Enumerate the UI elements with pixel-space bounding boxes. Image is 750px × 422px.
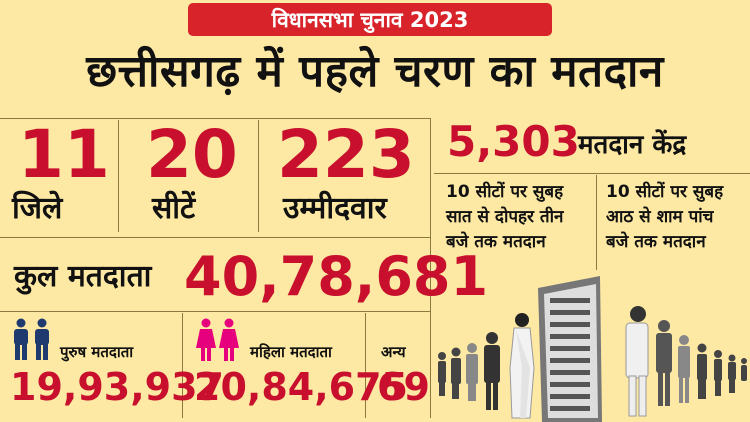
headline: छत्तीसगढ़ में पहले चरण का मतदान [86,46,664,97]
divider-schedule [596,175,597,270]
evm-machine-icon [538,276,602,422]
schedule-first: 10 सीटों पर सुबह सात से दोपहर तीन बजे तक… [446,180,563,255]
districts-label: जिले [12,191,63,226]
other-voters-label: अन्य [381,343,406,361]
schedule-second-line2: आठ से शाम पांच [606,207,714,227]
divider-v2 [258,120,259,232]
divider-right [430,118,431,418]
man-voter-figure [625,306,649,417]
total-voters-value: 40,78,681 [184,245,489,308]
schedule-first-line1: 10 सीटों पर सुबह [446,182,564,202]
candidates-label: उम्मीदवार [283,191,387,226]
schedule-first-line3: बजे तक मतदान [446,232,546,252]
election-badge: विधानसभा चुनाव 2023 [188,3,552,36]
candidates-count: 223 [277,116,415,193]
divider-b2 [365,313,366,418]
divider-v1 [118,120,119,232]
female-voters-label: महिला मतदाता [250,343,332,361]
schedule-second: 10 सीटों पर सुबह आठ से शाम पांच बजे तक म… [606,180,723,255]
male-voters-value: 19,93,937 [10,365,224,409]
seats-label: सीटें [152,191,196,226]
divider-centers [434,173,750,174]
divider-total-top [0,237,430,238]
schedule-second-line1: 10 सीटों पर सुबह [606,182,724,202]
polling-centers-label: मतदान केंद्र [578,130,687,160]
seats-count: 20 [146,116,238,193]
other-voters-value: 69 [377,365,430,409]
schedule-first-line2: सात से दोपहर तीन [446,207,564,227]
woman-voter-figure [509,313,535,419]
male-voters-icon [14,318,49,360]
female-voters-icon [196,318,239,361]
female-voters-value: 20,84,675 [194,365,408,409]
divider-b1 [182,313,183,418]
male-voters-label: पुरुष मतदाता [60,343,134,361]
polling-centers-count: 5,303 [447,117,580,166]
divider-top [0,118,430,119]
divider-total-bottom [0,311,430,312]
total-voters-label: कुल मतदाता [14,259,152,294]
districts-count: 11 [18,116,110,193]
voters-queue-illustration [438,276,747,422]
schedule-second-line3: बजे तक मतदान [606,232,706,252]
